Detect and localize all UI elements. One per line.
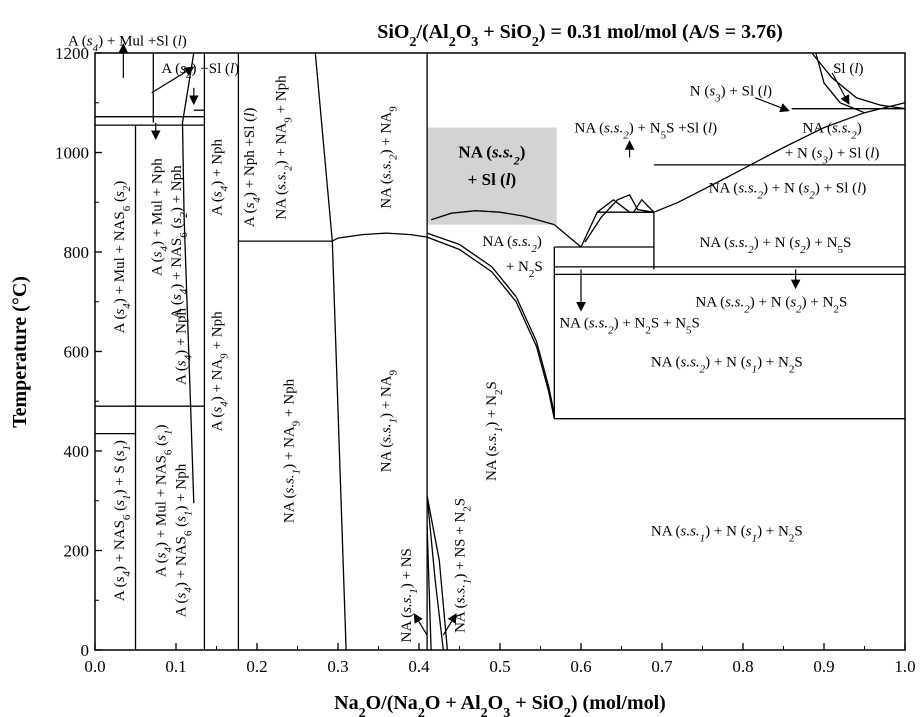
region-na-na9: NA (s.s.2) + NA9 (379, 106, 400, 209)
region-na-n-s3-sl-1: NA (s.s.2) (802, 121, 861, 142)
x-tick-label: 0.0 (84, 657, 105, 676)
region-na-n2s-2: + N2S (506, 259, 543, 280)
boundary-sl-steep (815, 52, 865, 114)
boundary-na9-lower (331, 241, 347, 651)
boundary-solvus-b (426, 232, 555, 414)
x-tick-label: 0.5 (489, 657, 510, 676)
region-na-s1-ns: NA (s.s.1) + NS (399, 548, 420, 642)
arrow-a4-sl (151, 66, 195, 94)
boundary-bump-0.63 (584, 193, 654, 243)
chart-title: SiO2/(Al2O3 + SiO2) = 0.31 mol/mol (A/S … (377, 21, 783, 50)
region-na-s1-na9: NA (s.s.1) + NA9 (379, 369, 400, 472)
region-a4-mul-nph: A (s4) + Mul + Nph (149, 158, 170, 276)
region-a4-nas6-s1-nph: A (s4) + NAS6 (s1) + Nph (174, 463, 195, 617)
y-axis-label: Temperature (°C) (9, 276, 31, 428)
x-tick-label: 0.7 (651, 657, 673, 676)
x-tick-label: 0.8 (732, 657, 753, 676)
region-na-sl-1: NA (s.s.2) (458, 143, 525, 168)
region-n-s3-sl: N (s3) + Sl (l) (690, 83, 772, 104)
region-a4-nph-sl: A (s4) + Nph +Sl (l) (242, 108, 263, 228)
y-tick-label: 0 (81, 641, 90, 660)
y-tick-label: 600 (64, 343, 90, 362)
region-a4-nas6-s2-nph: A (s4) + NAS6 (s2) + Nph (169, 165, 190, 319)
region-na-na9-nph-upper: NA (s.s.2) + NA9 + Nph (273, 75, 294, 220)
boundary-na9-left (314, 52, 333, 242)
shaded-region-layer (427, 127, 557, 225)
region-na-n-s2-n5s: NA (s.s.2) + N (s2) + N5S (699, 235, 851, 256)
arrow-sl-top (831, 72, 850, 105)
y-tick-label: 200 (64, 542, 90, 561)
region-a4-na9-nph: A (s4) + NA9 + Nph (209, 311, 230, 432)
x-tick-label: 0.2 (246, 657, 267, 676)
y-tick-label: 400 (64, 442, 90, 461)
x-tick-label: 0.6 (570, 657, 591, 676)
region-a4-mul-nas6-s2: A (s4) + Mul + NAS6 (s2) (112, 181, 133, 334)
region-na-n-s2-sl: NA (s.s.2) + N (s2) + Sl (l) (709, 180, 867, 201)
region-a4-sl: A (s4) +Sl (l) (161, 61, 239, 82)
region-na-n5s-sl: NA (s.s.2) + N5S +Sl (l) (575, 121, 718, 142)
x-tick-label: 0.3 (327, 657, 348, 676)
boundary-liquidus-right (553, 102, 906, 249)
x-axis-label: Na2O/(Na2O + Al2O3 + SiO2) (mol/mol) (334, 692, 666, 717)
region-na-sl-2: + Sl (l) (468, 170, 516, 189)
x-tick-label: 1.0 (894, 657, 915, 676)
region-a4-nph-mid: A (s4) + Nph (174, 308, 195, 385)
x-axis: 0.0 0.1 0.2 0.3 0.4 0.5 0.6 0.7 0.8 0.9 1.0 (84, 643, 916, 676)
boundary-solvus-a (426, 236, 555, 419)
y-tick-label: 1200 (55, 44, 89, 63)
boundary-liquidus-dome (331, 232, 428, 242)
boundary-sl-top-curve (811, 52, 906, 110)
region-a4-mul-nas6-s1: A (s4) + Mul + NAS6 (s1) (154, 424, 175, 577)
region-na-n-s1-n2s-lower: NA (s.s.1) + N (s1) + N2S (651, 524, 803, 545)
x-tick-label: 0.1 (165, 657, 186, 676)
region-na-n-s1-n2s-upper: NA (s.s.2) + N (s1) + N2S (651, 354, 803, 375)
region-a4-mul-sl: A (s4) + Mul +Sl (l) (68, 34, 187, 55)
x-tick-label: 0.4 (408, 657, 430, 676)
region-na-s1-na9-nph: NA (s.s.1) + NA9 + Nph (281, 378, 302, 523)
boundary-ns-line-3 (426, 525, 432, 651)
y-tick-label: 1000 (55, 144, 89, 163)
arrow-na-s1-ns (413, 613, 428, 636)
region-labels: A (s4) + Mul +Sl (l) A (s4) +Sl (l) Sl (l)… (68, 34, 879, 643)
arrow-na-s1-ns-n2s (442, 613, 457, 636)
y-tick-label: 800 (64, 243, 90, 262)
region-na-s1-ns-n2s: NA (s.s.1) + NS + N2S (452, 498, 473, 633)
boundary-ns-line-1 (426, 495, 444, 651)
boundary-line-0.11-top (181, 52, 195, 123)
x-tick-label: 0.9 (813, 657, 834, 676)
y-axis: 0 200 400 600 800 1000 1200 (55, 44, 102, 660)
boundary-sl-curve-gray (430, 210, 555, 226)
region-na-n-s3-sl-2: + N (s3) + Sl (l) (785, 146, 880, 167)
boundary-lines (95, 52, 906, 651)
region-na-s1-n2s: NA (s.s.1) + N2S (484, 381, 505, 481)
region-na-n-s2-n2s: NA (s.s.2) + N (s2) + N2S (695, 295, 847, 316)
boundary-ns-line-2 (426, 495, 449, 651)
boundary-line-0.122-slope (181, 122, 195, 504)
shaded-liquid-region (427, 127, 557, 225)
region-a4-mul-s1: A (s4) + NAS6 (s1) + S (s1) (112, 440, 133, 601)
boundary-bump-0.67 (633, 198, 655, 213)
region-na-n2s: NA (s.s.2) (483, 234, 542, 255)
region-a4-nph: A (s4) + Nph (209, 138, 230, 215)
region-na-n2s-n5s: NA (s.s.2) + N2S + N5S (559, 316, 700, 337)
arrow-n-s3 (754, 97, 790, 113)
arrows (118, 43, 850, 636)
region-sl-top-right: Sl (l) (833, 61, 863, 77)
